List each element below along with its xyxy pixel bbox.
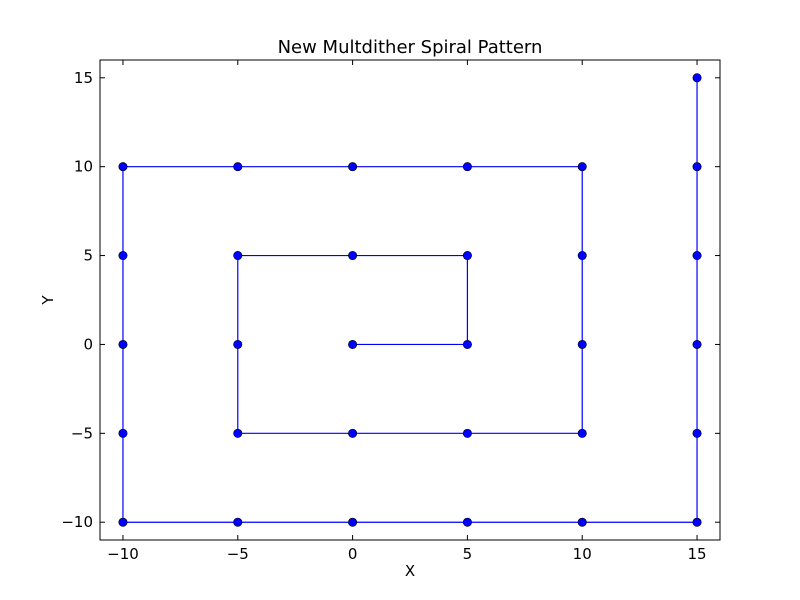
data-point: [348, 339, 358, 349]
axis-ticks: −10 −5 0 5 10 15 −10 −5 0 5 10 15: [61, 60, 720, 563]
data-point: [577, 428, 587, 438]
data-point: [692, 339, 702, 349]
data-point: [233, 339, 243, 349]
data-point: [692, 428, 702, 438]
series-line: [122, 77, 698, 523]
data-point: [577, 339, 587, 349]
data-point: [577, 162, 587, 172]
x-tick-label: 15: [687, 545, 706, 563]
data-point: [233, 162, 243, 172]
x-tick-label: −10: [107, 545, 139, 563]
data-point: [692, 517, 702, 527]
data-point: [462, 339, 472, 349]
data-point: [692, 73, 702, 83]
data-point: [462, 251, 472, 261]
y-tick-label: −5: [71, 424, 93, 442]
y-tick-label: 5: [83, 247, 93, 265]
data-point: [692, 162, 702, 172]
y-tick-label: 10: [74, 158, 93, 176]
x-axis-label: X: [405, 562, 415, 580]
x-tick-label: 10: [573, 545, 592, 563]
x-tick-label: 0: [348, 545, 358, 563]
data-point: [462, 517, 472, 527]
data-point: [577, 251, 587, 261]
data-point: [348, 428, 358, 438]
x-tick-label: −5: [227, 545, 249, 563]
y-axis-label: Y: [39, 295, 57, 306]
x-tick-label: 5: [463, 545, 473, 563]
data-point: [118, 517, 128, 527]
data-point: [462, 428, 472, 438]
data-point: [118, 162, 128, 172]
y-tick-label: −10: [61, 513, 93, 531]
data-point: [118, 251, 128, 261]
data-point: [233, 251, 243, 261]
data-point: [348, 251, 358, 261]
data-point: [577, 517, 587, 527]
data-point: [692, 251, 702, 261]
y-tick-label: 0: [83, 335, 93, 353]
plot-area: [118, 73, 702, 527]
data-point: [233, 517, 243, 527]
data-point: [118, 339, 128, 349]
plot-frame: [99, 59, 721, 541]
y-tick-label: 15: [74, 69, 93, 87]
data-point: [233, 428, 243, 438]
data-point: [348, 162, 358, 172]
data-point: [462, 162, 472, 172]
data-point: [348, 517, 358, 527]
data-point: [118, 428, 128, 438]
chart-title: New Multdither Spiral Pattern: [278, 37, 543, 58]
